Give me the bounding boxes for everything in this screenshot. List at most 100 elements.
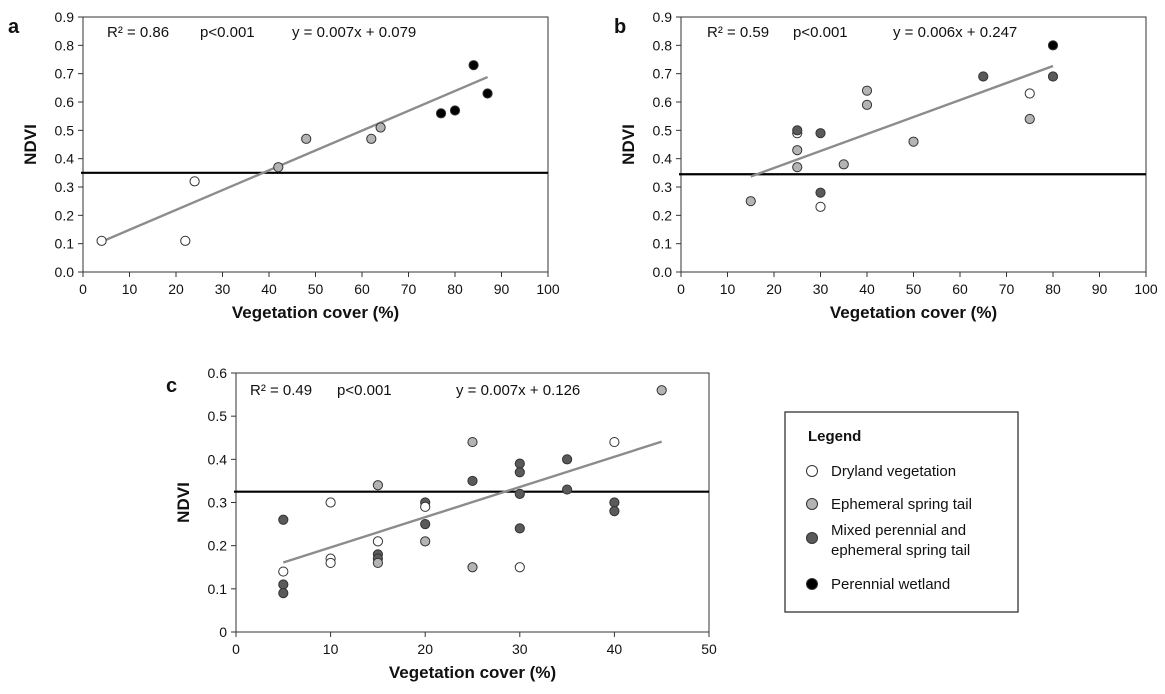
a-y-tick-label: 0.2 [55, 207, 75, 223]
b-point-mixed [815, 187, 826, 198]
b-y-tick-label: 0.2 [653, 207, 673, 223]
b-y-tick-label: 0.6 [653, 94, 673, 110]
c-point-mixed [609, 506, 620, 517]
c-x-tick-label: 40 [607, 641, 623, 657]
c-point-mixed [514, 458, 525, 469]
a-point-perennial [482, 88, 493, 99]
b-point-dryland [815, 201, 826, 212]
b-x-tick-label: 60 [952, 281, 968, 297]
b-y-tick-label: 0.8 [653, 37, 673, 53]
b-point-ephemeral [861, 99, 873, 110]
b-x-tick-label: 100 [1134, 281, 1158, 297]
c-point-dryland [325, 497, 336, 508]
a-x-tick-label: 10 [122, 281, 138, 297]
c-point-ephemeral [372, 480, 383, 491]
b-x-tick-label: 80 [1045, 281, 1061, 297]
b-panel-label: b [614, 16, 626, 38]
b-x-tick-label: 40 [859, 281, 875, 297]
c-point-ephemeral [656, 385, 667, 396]
a-y-tick-label: 0.4 [55, 151, 75, 167]
c-point-mixed [562, 454, 573, 465]
c-point-mixed [514, 488, 525, 499]
a-y-tick-label: 0.5 [55, 122, 75, 138]
c-point-mixed [420, 518, 431, 530]
a-point-ephemeral [301, 133, 312, 144]
c-point-dryland [514, 562, 525, 573]
legend: Legend Dryland vegetation Ephemeral spri… [784, 411, 1019, 613]
a-y-tick-label: 0.1 [55, 236, 75, 252]
c-point-dryland [325, 557, 336, 569]
b-y-tick-label: 0.0 [653, 264, 673, 280]
c-y-tick-label: 0.6 [208, 365, 228, 381]
a-y-tick-label: 0.0 [55, 264, 75, 280]
c-point-dryland [420, 501, 431, 512]
b-point-mixed [978, 71, 989, 82]
a-p-value-label: p<0.001 [200, 24, 255, 41]
panel-b: 0.0 0.1 0.2 0.3 0.4 0.5 0.6 0.7 0.8 0.9 0 10 20 30 40 5… [614, 9, 1158, 322]
legend-label-perennial: Perennial wetland [831, 576, 950, 593]
c-point-mixed [514, 523, 525, 534]
a-x-axis-title: Vegetation cover (%) [232, 303, 399, 322]
c-x-axis-title: Vegetation cover (%) [389, 663, 556, 682]
c-point-mixed [562, 484, 573, 495]
c-equation-label: y = 0.007x + 0.126 [456, 382, 580, 399]
b-point-ephemeral [792, 145, 803, 156]
b-point-ephemeral [745, 196, 756, 207]
b-x-tick-label: 30 [813, 281, 829, 297]
b-point-ephemeral [861, 85, 873, 96]
b-y-tick-label: 0.4 [653, 151, 673, 167]
a-r2-label: R² = 0.86 [107, 24, 169, 41]
c-point-mixed [514, 467, 525, 478]
c-point-dryland [609, 436, 620, 448]
c-point-mixed [278, 514, 289, 525]
legend-marker-mixed [806, 532, 818, 544]
legend-marker-ephemeral [806, 498, 818, 510]
legend-label-mixed-line1: Mixed perennial and [831, 522, 966, 539]
c-p-value-label: p<0.001 [337, 382, 392, 399]
b-point-perennial [1047, 40, 1059, 51]
panel-c: 0 0.1 0.2 0.3 0.4 0.5 0.6 0 10 20 30 40 50 Vegetation… [166, 365, 717, 682]
b-point-ephemeral [792, 162, 803, 173]
c-x-tick-label: 30 [512, 641, 528, 657]
panel-a: 0.0 0.1 0.2 0.3 0.4 0.5 0.6 0.7 0.8 0.9 0 10 20 30 40 5… [8, 9, 560, 322]
a-point-dryland [96, 235, 107, 246]
c-y-tick-label: 0.3 [208, 495, 228, 511]
b-x-tick-label: 10 [720, 281, 736, 297]
c-point-mixed [278, 588, 289, 599]
legend-box [784, 411, 1019, 613]
c-point-mixed [467, 475, 478, 487]
a-point-dryland [180, 235, 191, 246]
c-x-tick-label: 20 [417, 641, 433, 657]
c-point-mixed [609, 497, 620, 508]
c-y-axis-title: NDVI [174, 482, 193, 523]
c-x-tick-label: 0 [232, 641, 240, 657]
b-y-tick-label: 0.5 [653, 122, 673, 138]
b-y-tick-label: 0.7 [653, 66, 673, 82]
c-r2-label: R² = 0.49 [250, 382, 312, 399]
a-y-axis-title: NDVI [21, 124, 40, 165]
b-p-value-label: p<0.001 [793, 24, 848, 41]
b-point-ephemeral [838, 159, 849, 170]
a-point-ephemeral [375, 122, 386, 133]
b-point-ephemeral [908, 136, 919, 147]
b-point-mixed [1047, 71, 1059, 82]
a-x-tick-label: 30 [215, 281, 231, 297]
a-y-tick-label: 0.3 [55, 179, 75, 195]
legend-title: Legend [808, 428, 861, 445]
b-equation-label: y = 0.006x + 0.247 [893, 24, 1017, 41]
b-x-tick-label: 50 [906, 281, 922, 297]
c-point-ephemeral [420, 536, 431, 547]
c-y-tick-label: 0 [219, 624, 227, 640]
c-point-ephemeral [372, 557, 383, 569]
a-point-perennial [435, 108, 447, 119]
a-y-tick-label: 0.9 [55, 9, 75, 25]
a-point-perennial [449, 105, 461, 116]
a-x-tick-label: 90 [494, 281, 510, 297]
a-x-tick-label: 70 [401, 281, 417, 297]
b-point-mixed [815, 128, 826, 139]
c-y-tick-label: 0.1 [208, 581, 228, 597]
a-point-ephemeral [366, 133, 377, 144]
b-x-tick-label: 90 [1092, 281, 1108, 297]
b-point-dryland [1024, 88, 1035, 99]
